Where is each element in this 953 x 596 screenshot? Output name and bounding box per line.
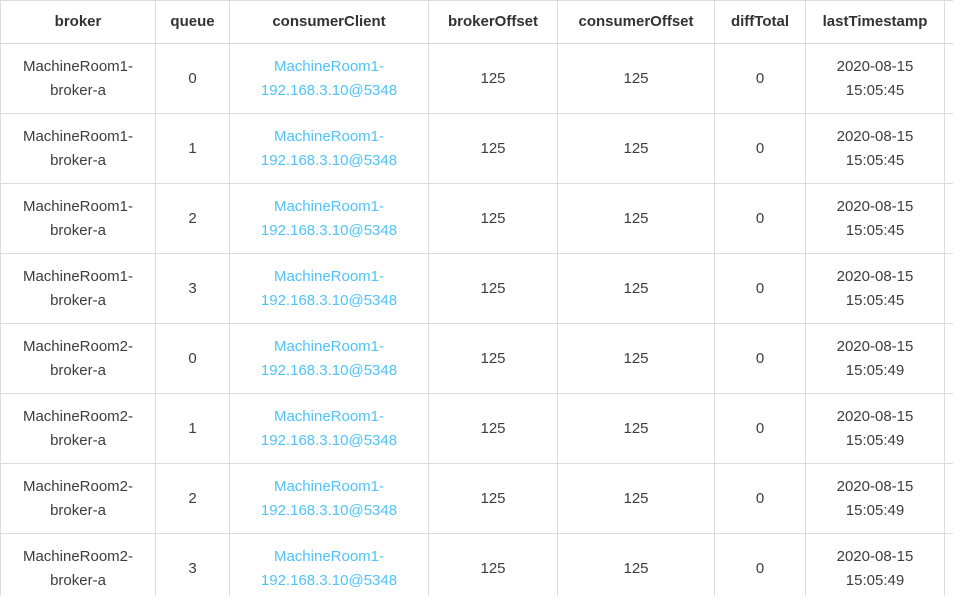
column-header-brokerOffset: brokerOffset (428, 0, 558, 44)
table-header-row: broker queue consumerClient brokerOffset con… (0, 0, 953, 44)
cell-brokerOffset: 125 (428, 43, 558, 114)
cell-queue: 1 (155, 393, 230, 464)
cell-brokerOffset: 125 (428, 463, 558, 534)
cell-consumerOffset: 125 (557, 183, 715, 254)
column-header-consumerClient: consumerClient (229, 0, 429, 44)
table-row: MachineRoom1-broker-a 1 MachineRoom1-192.1… (0, 113, 953, 184)
cell-queue: 3 (155, 533, 230, 596)
consumer-client-link[interactable]: MachineRoom1-192.168.3.10@5348 (260, 547, 398, 589)
cell-consumerOffset: 125 (557, 43, 715, 114)
cell-queue: 0 (155, 43, 230, 114)
cell-consumerOffset: 125 (557, 113, 715, 184)
cell-filler (944, 253, 953, 324)
cell-filler (944, 463, 953, 534)
cell-lastTimestamp: 2020-08-15 15:05:49 (805, 533, 945, 596)
consumer-client-link[interactable]: MachineRoom1-192.168.3.10@5348 (260, 477, 398, 519)
cell-diffTotal: 0 (714, 323, 806, 394)
cell-broker: MachineRoom1-broker-a (0, 43, 156, 114)
consumer-client-link[interactable]: MachineRoom1-192.168.3.10@5348 (260, 407, 398, 449)
table-row: MachineRoom2-broker-a 1 MachineRoom1-192.1… (0, 393, 953, 464)
cell-consumerOffset: 125 (557, 253, 715, 324)
cell-queue: 0 (155, 323, 230, 394)
column-header-filler (944, 0, 953, 44)
table-row: MachineRoom2-broker-a 0 MachineRoom1-192.1… (0, 323, 953, 394)
consumer-client-link[interactable]: MachineRoom1-192.168.3.10@5348 (260, 337, 398, 379)
cell-consumerClient: MachineRoom1-192.168.3.10@5348 (229, 43, 429, 114)
cell-diffTotal: 0 (714, 113, 806, 184)
table-row: MachineRoom2-broker-a 3 MachineRoom1-192.1… (0, 533, 953, 596)
cell-diffTotal: 0 (714, 43, 806, 114)
cell-consumerOffset: 125 (557, 323, 715, 394)
cell-broker: MachineRoom2-broker-a (0, 323, 156, 394)
cell-consumerClient: MachineRoom1-192.168.3.10@5348 (229, 253, 429, 324)
cell-diffTotal: 0 (714, 463, 806, 534)
cell-filler (944, 393, 953, 464)
consumer-client-link[interactable]: MachineRoom1-192.168.3.10@5348 (260, 197, 398, 239)
cell-brokerOffset: 125 (428, 113, 558, 184)
consumer-client-link[interactable]: MachineRoom1-192.168.3.10@5348 (260, 127, 398, 169)
cell-brokerOffset: 125 (428, 253, 558, 324)
cell-diffTotal: 0 (714, 183, 806, 254)
cell-queue: 2 (155, 463, 230, 534)
consumer-client-link[interactable]: MachineRoom1-192.168.3.10@5348 (260, 57, 398, 99)
cell-brokerOffset: 125 (428, 323, 558, 394)
cell-filler (944, 323, 953, 394)
cell-diffTotal: 0 (714, 253, 806, 324)
cell-filler (944, 533, 953, 596)
table-row: MachineRoom2-broker-a 2 MachineRoom1-192.1… (0, 463, 953, 534)
column-header-diffTotal: diffTotal (714, 0, 806, 44)
cell-broker: MachineRoom1-broker-a (0, 183, 156, 254)
cell-broker: MachineRoom2-broker-a (0, 463, 156, 534)
cell-lastTimestamp: 2020-08-15 15:05:45 (805, 113, 945, 184)
cell-consumerOffset: 125 (557, 533, 715, 596)
consumer-client-link[interactable]: MachineRoom1-192.168.3.10@5348 (260, 267, 398, 309)
cell-brokerOffset: 125 (428, 183, 558, 254)
cell-lastTimestamp: 2020-08-15 15:05:49 (805, 393, 945, 464)
column-header-lastTimestamp: lastTimestamp (805, 0, 945, 44)
cell-broker: MachineRoom2-broker-a (0, 393, 156, 464)
table-row: MachineRoom1-broker-a 0 MachineRoom1-192.1… (0, 43, 953, 114)
column-header-queue: queue (155, 0, 230, 44)
column-header-broker: broker (0, 0, 156, 44)
cell-diffTotal: 0 (714, 533, 806, 596)
cell-lastTimestamp: 2020-08-15 15:05:49 (805, 463, 945, 534)
cell-brokerOffset: 125 (428, 533, 558, 596)
cell-queue: 2 (155, 183, 230, 254)
cell-queue: 1 (155, 113, 230, 184)
cell-consumerClient: MachineRoom1-192.168.3.10@5348 (229, 463, 429, 534)
cell-queue: 3 (155, 253, 230, 324)
cell-brokerOffset: 125 (428, 393, 558, 464)
cell-lastTimestamp: 2020-08-15 15:05:45 (805, 183, 945, 254)
cell-broker: MachineRoom2-broker-a (0, 533, 156, 596)
column-header-consumerOffset: consumerOffset (557, 0, 715, 44)
table-body: MachineRoom1-broker-a 0 MachineRoom1-192.1… (0, 43, 953, 596)
cell-consumerOffset: 125 (557, 393, 715, 464)
cell-consumerClient: MachineRoom1-192.168.3.10@5348 (229, 113, 429, 184)
table-row: MachineRoom1-broker-a 3 MachineRoom1-192.1… (0, 253, 953, 324)
table-row: MachineRoom1-broker-a 2 MachineRoom1-192.1… (0, 183, 953, 254)
cell-broker: MachineRoom1-broker-a (0, 253, 156, 324)
cell-diffTotal: 0 (714, 393, 806, 464)
cell-consumerClient: MachineRoom1-192.168.3.10@5348 (229, 533, 429, 596)
cell-lastTimestamp: 2020-08-15 15:05:45 (805, 253, 945, 324)
cell-lastTimestamp: 2020-08-15 15:05:49 (805, 323, 945, 394)
cell-broker: MachineRoom1-broker-a (0, 113, 156, 184)
cell-consumerClient: MachineRoom1-192.168.3.10@5348 (229, 393, 429, 464)
cell-filler (944, 113, 953, 184)
cell-consumerClient: MachineRoom1-192.168.3.10@5348 (229, 323, 429, 394)
cell-filler (944, 183, 953, 254)
cell-consumerOffset: 125 (557, 463, 715, 534)
cell-filler (944, 43, 953, 114)
cell-lastTimestamp: 2020-08-15 15:05:45 (805, 43, 945, 114)
cell-consumerClient: MachineRoom1-192.168.3.10@5348 (229, 183, 429, 254)
